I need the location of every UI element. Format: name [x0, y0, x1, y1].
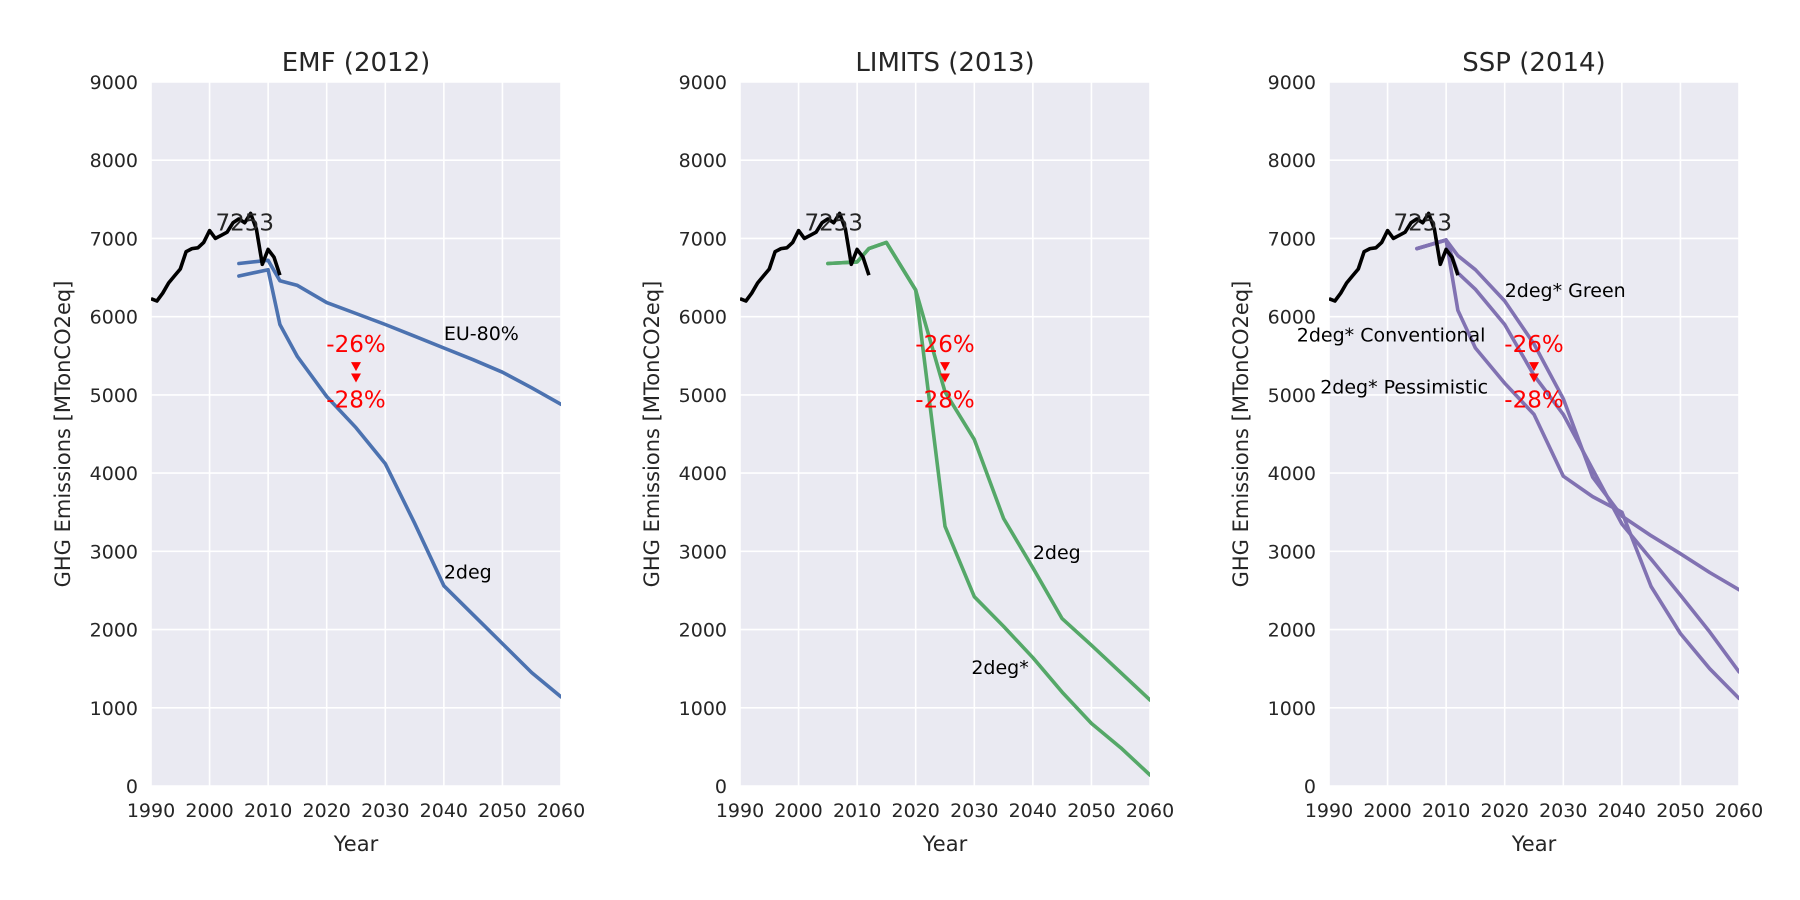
- series-annotation: 2deg: [444, 562, 492, 584]
- x-axis-label: Year: [333, 832, 379, 856]
- x-tick-label: 2030: [361, 800, 409, 822]
- x-tick-label: 2040: [420, 800, 468, 822]
- plot-area: [1329, 82, 1739, 786]
- x-tick-label: 2030: [950, 800, 998, 822]
- y-tick-label: 9000: [90, 72, 138, 94]
- series-line: [1415, 238, 1739, 701]
- y-tick-label: 8000: [679, 150, 727, 172]
- reduction-label-26: -26%: [326, 332, 385, 358]
- y-tick-label: 1000: [90, 698, 138, 720]
- x-tick-label: 2050: [478, 800, 526, 822]
- y-axis-label: GHG Emissions [MTonCO2eq]: [51, 281, 75, 588]
- series-annotation: EU-80%: [444, 323, 519, 345]
- x-axis-label: Year: [1511, 832, 1557, 856]
- target-marker-1: [940, 362, 950, 372]
- reduction-label-26: -26%: [915, 332, 974, 358]
- series-line: [237, 267, 561, 699]
- series-line: [237, 258, 561, 407]
- y-tick-label: 1000: [679, 698, 727, 720]
- reduction-label-28: -28%: [1504, 388, 1563, 414]
- y-tick-label: 6000: [1268, 307, 1316, 329]
- y-tick-label: 4000: [1268, 463, 1316, 485]
- y-tick-label: 2000: [679, 620, 727, 642]
- x-tick-label: 2010: [833, 800, 881, 822]
- target-marker-1: [351, 362, 361, 372]
- plot-area: [740, 82, 1150, 786]
- x-tick-label: 2020: [1481, 800, 1529, 822]
- y-tick-label: 5000: [679, 385, 727, 407]
- y-tick-label: 3000: [90, 541, 138, 563]
- chart-title: EMF (2012): [282, 48, 431, 78]
- series-line: [826, 240, 1150, 777]
- y-tick-label: 0: [715, 776, 727, 798]
- peak-label: 7253: [215, 211, 274, 237]
- series-annotation: 2deg* Conventional: [1297, 325, 1486, 347]
- y-tick-label: 6000: [679, 307, 727, 329]
- history-line: [151, 211, 282, 303]
- target-marker-2: [940, 373, 950, 383]
- plot-area: [151, 82, 561, 786]
- y-tick-label: 8000: [1268, 150, 1316, 172]
- y-tick-label: 9000: [1268, 72, 1316, 94]
- history-line: [1329, 211, 1460, 303]
- x-tick-label: 1990: [716, 800, 764, 822]
- peak-label: 7253: [804, 211, 863, 237]
- y-tick-label: 2000: [90, 620, 138, 642]
- x-tick-label: 2060: [1715, 800, 1763, 822]
- series-annotation: 2deg: [1033, 542, 1081, 564]
- x-tick-label: 2040: [1009, 800, 1057, 822]
- y-tick-label: 1000: [1268, 698, 1316, 720]
- y-tick-label: 0: [1304, 776, 1316, 798]
- y-tick-label: 3000: [679, 541, 727, 563]
- series-annotation: 2deg* Green: [1505, 280, 1626, 302]
- y-tick-label: 5000: [90, 385, 138, 407]
- y-tick-label: 3000: [1268, 541, 1316, 563]
- y-tick-label: 7000: [1268, 228, 1316, 250]
- series-line: [1415, 238, 1739, 592]
- x-tick-label: 2000: [774, 800, 822, 822]
- y-tick-label: 4000: [679, 463, 727, 485]
- x-tick-label: 2040: [1598, 800, 1646, 822]
- reduction-label-26: -26%: [1504, 332, 1563, 358]
- chart-title: LIMITS (2013): [855, 48, 1034, 78]
- target-marker-2: [1529, 373, 1539, 383]
- x-tick-label: 2010: [1422, 800, 1470, 822]
- x-tick-label: 2020: [303, 800, 351, 822]
- x-tick-label: 2000: [1363, 800, 1411, 822]
- x-tick-label: 2050: [1067, 800, 1115, 822]
- reduction-label-28: -28%: [915, 388, 974, 414]
- y-tick-label: 9000: [679, 72, 727, 94]
- y-axis-label: GHG Emissions [MTonCO2eq]: [1229, 281, 1253, 588]
- x-tick-label: 2000: [185, 800, 233, 822]
- x-tick-label: 2050: [1656, 800, 1704, 822]
- x-tick-label: 2060: [537, 800, 585, 822]
- y-axis-label: GHG Emissions [MTonCO2eq]: [640, 281, 664, 588]
- target-marker-2: [351, 373, 361, 383]
- y-tick-label: 4000: [90, 463, 138, 485]
- x-tick-label: 2060: [1126, 800, 1174, 822]
- x-tick-label: 2010: [244, 800, 292, 822]
- x-tick-label: 1990: [1305, 800, 1353, 822]
- x-tick-label: 1990: [127, 800, 175, 822]
- y-tick-label: 7000: [679, 228, 727, 250]
- x-tick-label: 2020: [892, 800, 940, 822]
- chart-title: SSP (2014): [1462, 48, 1605, 78]
- reduction-label-28: -28%: [326, 388, 385, 414]
- target-marker-1: [1529, 362, 1539, 372]
- series-annotation: 2deg*: [971, 657, 1028, 679]
- y-tick-label: 8000: [90, 150, 138, 172]
- series-annotation: 2deg* Pessimistic: [1320, 376, 1488, 398]
- y-tick-label: 0: [126, 776, 138, 798]
- y-tick-label: 6000: [90, 307, 138, 329]
- x-tick-label: 2030: [1539, 800, 1587, 822]
- y-tick-label: 5000: [1268, 385, 1316, 407]
- y-tick-label: 2000: [1268, 620, 1316, 642]
- y-tick-label: 7000: [90, 228, 138, 250]
- peak-label: 7253: [1393, 211, 1452, 237]
- x-axis-label: Year: [922, 832, 968, 856]
- history-line: [740, 211, 871, 303]
